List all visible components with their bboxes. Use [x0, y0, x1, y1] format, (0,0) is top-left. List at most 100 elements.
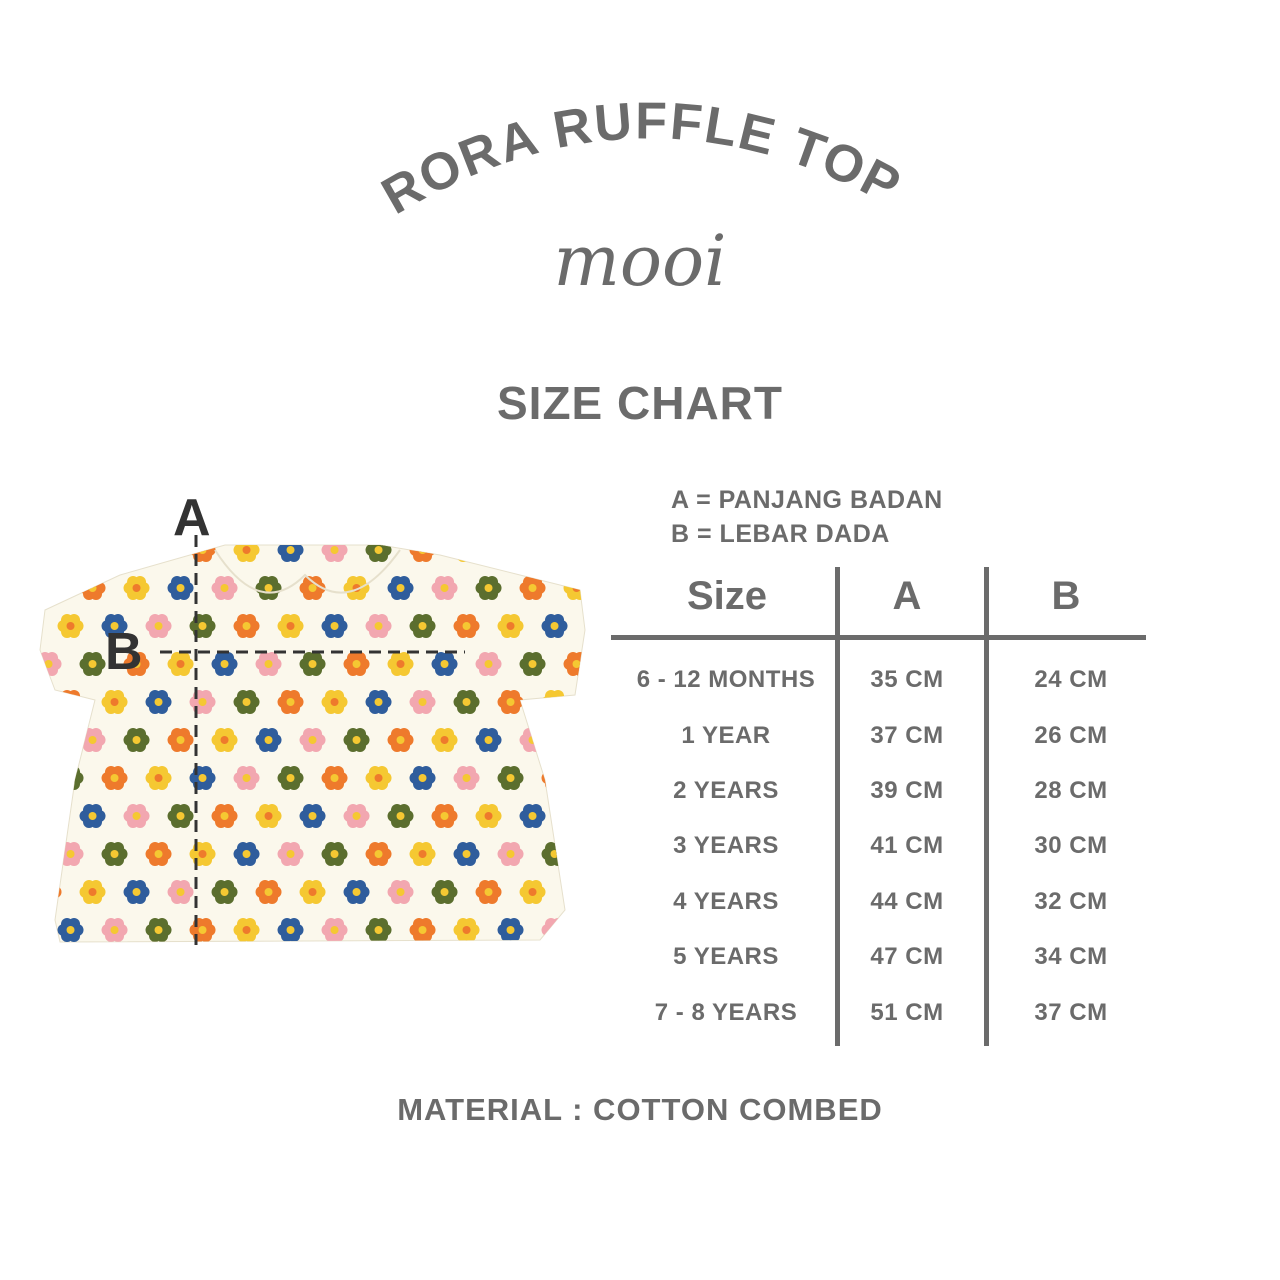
- flower-print: [497, 613, 524, 639]
- flower-print: [167, 879, 194, 905]
- flower-print: [453, 917, 480, 942]
- dimension-a-label: A: [173, 489, 211, 547]
- flower-print: [57, 613, 84, 639]
- b-cell: 32 CM: [1034, 888, 1108, 915]
- flower-print: [189, 613, 216, 639]
- flower-print: [123, 879, 150, 905]
- a-cell: 47 CM: [870, 943, 944, 970]
- product-title: RORA RUFFLE TOP: [372, 92, 908, 225]
- flower-print: [299, 803, 326, 829]
- flower-print: [255, 651, 282, 677]
- flower-print: [343, 651, 370, 677]
- flower-print: [431, 727, 458, 753]
- b-cell: 37 CM: [1034, 999, 1108, 1026]
- flower-print: [497, 765, 524, 791]
- flower-print: [233, 613, 260, 639]
- flower-print: [497, 841, 524, 867]
- flower-print: [101, 765, 128, 791]
- b-cell: 34 CM: [1034, 943, 1108, 970]
- flower-print: [409, 917, 436, 942]
- flower-print: [586, 918, 600, 942]
- flower-print: [475, 727, 502, 753]
- flower-print: [365, 689, 392, 715]
- size-cell: 3 YEARS: [673, 832, 779, 859]
- flower-print: [101, 917, 128, 942]
- flower-print: [255, 575, 282, 601]
- flower-print: [277, 765, 304, 791]
- flower-print: [497, 689, 524, 715]
- flower-print: [167, 803, 194, 829]
- flower-print: [387, 651, 414, 677]
- shirt-diagram: [39, 535, 600, 945]
- flower-print: [586, 842, 600, 866]
- b-cell: 24 CM: [1034, 666, 1108, 693]
- flower-print: [409, 689, 436, 715]
- flower-print: [519, 651, 546, 677]
- page-title: SIZE CHART: [497, 377, 783, 429]
- a-cell: 41 CM: [870, 832, 944, 859]
- b-cell: 26 CM: [1034, 722, 1108, 749]
- header-b: B: [1051, 574, 1081, 618]
- shirt-collar: [214, 549, 401, 594]
- flower-print: [541, 613, 568, 639]
- flower-print: [365, 917, 392, 942]
- brand-logo: mooi: [553, 220, 726, 302]
- flower-print: [277, 689, 304, 715]
- flower-print: [431, 803, 458, 829]
- flower-print: [497, 917, 524, 942]
- flower-print: [365, 765, 392, 791]
- size-cell: 6 - 12 MONTHS: [636, 666, 816, 693]
- flower-print: [40, 575, 62, 601]
- flower-print: [563, 803, 585, 829]
- flower-print: [79, 651, 106, 677]
- flower-print: [409, 765, 436, 791]
- flower-print: [299, 651, 326, 677]
- flower-print: [145, 613, 172, 639]
- flower-print: [57, 545, 84, 563]
- flower-print: [343, 879, 370, 905]
- flower-print: [299, 879, 326, 905]
- b-cell: 30 CM: [1034, 832, 1108, 859]
- flower-print: [586, 766, 600, 790]
- flower-print: [277, 545, 304, 563]
- flower-print: [123, 651, 150, 677]
- flower-print: [211, 575, 238, 601]
- flower-print: [563, 879, 585, 905]
- b-cell: 28 CM: [1034, 777, 1108, 804]
- flower-print: [233, 765, 260, 791]
- flower-print: [365, 545, 392, 563]
- flower-print: [321, 765, 348, 791]
- a-cell: 35 CM: [870, 666, 944, 693]
- flower-print: [475, 879, 502, 905]
- title-logo: RORA RUFFLE TOP mooi: [372, 92, 910, 302]
- size-cell: 5 YEARS: [673, 943, 779, 970]
- dimension-b-label: B: [105, 623, 143, 681]
- flower-print: [101, 613, 128, 639]
- flower-print: [277, 917, 304, 942]
- flower-print: [453, 689, 480, 715]
- flower-print: [211, 803, 238, 829]
- svg-text:RORA RUFFLE TOP: RORA RUFFLE TOP: [372, 92, 910, 225]
- flower-print: [475, 803, 502, 829]
- flower-print: [387, 879, 414, 905]
- flower-print: [145, 841, 172, 867]
- size-cell: 4 YEARS: [673, 888, 779, 915]
- flower-print: [145, 545, 172, 563]
- header-size: Size: [686, 574, 768, 618]
- flower-print: [541, 545, 568, 563]
- flower-print: [79, 803, 106, 829]
- flower-print: [233, 841, 260, 867]
- flower-print: [475, 651, 502, 677]
- a-cell: 51 CM: [870, 999, 944, 1026]
- flower-print: [233, 917, 260, 942]
- flower-print: [57, 917, 84, 942]
- legend-a: A = PANJANG BADAN: [671, 486, 943, 514]
- flower-print: [365, 613, 392, 639]
- flower-print: [211, 879, 238, 905]
- flower-print: [299, 727, 326, 753]
- flower-print: [123, 803, 150, 829]
- flower-print: [255, 803, 282, 829]
- flower-print: [563, 727, 585, 753]
- flower-print: [321, 689, 348, 715]
- flower-print: [211, 651, 238, 677]
